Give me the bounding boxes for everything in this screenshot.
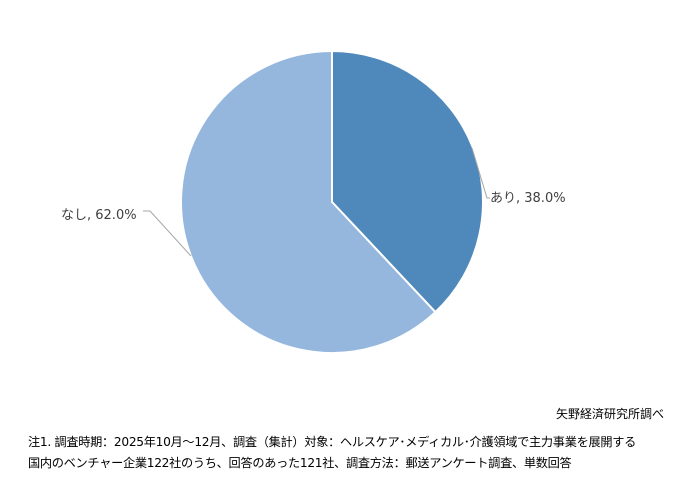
source-credit: 矢野経済研究所調べ xyxy=(555,407,664,421)
note-line-1: 注1. 調査時期：2025年10月～12月、調査（集計）対象：ヘルスケア･メディ… xyxy=(28,435,637,449)
label-yes: あり, 38.0% xyxy=(490,191,566,206)
pie-slice-no xyxy=(180,49,437,354)
label-no: なし, 62.0% xyxy=(61,208,137,223)
pie-chart xyxy=(143,49,490,354)
pie-slice-yes xyxy=(331,49,484,314)
note-line-2: 国内のベンチャー企業122社のうち、回答のあった121社、調査方法：郵送アンケー… xyxy=(28,456,572,470)
leader-line-yes xyxy=(471,147,490,199)
leader-line-no xyxy=(143,210,192,257)
